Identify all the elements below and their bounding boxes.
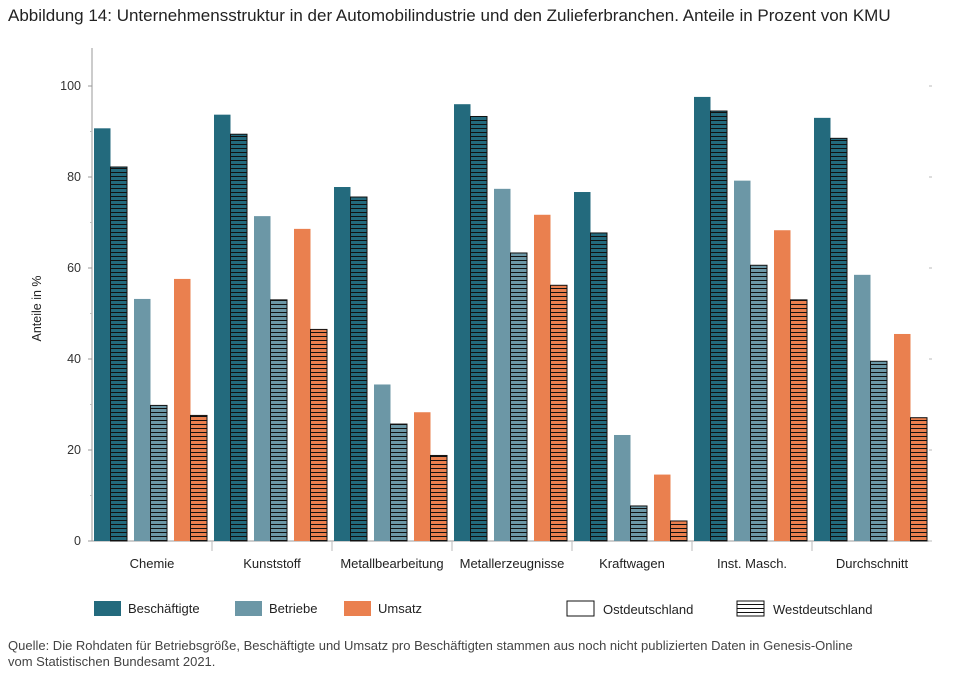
legend-swatch-betriebe xyxy=(235,601,262,616)
bar-umsatz-westdeutschland-kunststoff xyxy=(310,328,328,542)
bar-umsatz-ostdeutschland-kunststoff xyxy=(294,228,311,541)
x-tick-label-kunststoff: Kunststoff xyxy=(243,556,301,571)
bar-betriebe-ostdeutschland-inst-masch xyxy=(734,180,751,541)
legend-label-ostdeutschland: Ostdeutschland xyxy=(603,602,693,617)
bar-betriebe-ostdeutschland-chemie xyxy=(134,298,151,541)
bar-umsatz-ostdeutschland-kraftwagen xyxy=(654,474,671,541)
bar-chart: 0 20 40 60 80 100 Anteile in % Chemie Kunststoff… xyxy=(30,48,932,617)
legend-label-westdeutschland: Westdeutschland xyxy=(773,602,873,617)
y-tick-label: 60 xyxy=(67,261,81,275)
bar-beschaeftigte-westdeutschland-metallbearbeitung xyxy=(350,196,368,542)
bar-betriebe-westdeutschland-durchschnitt xyxy=(870,360,888,542)
bar-betriebe-westdeutschland-kunststoff xyxy=(270,299,288,542)
y-tick-label: 40 xyxy=(67,352,81,366)
source-note: Quelle: Die Rohdaten für Betriebsgröße, … xyxy=(8,638,948,670)
bar-umsatz-westdeutschland-metallerzeugnisse xyxy=(550,284,568,542)
bar-umsatz-westdeutschland-metallbearbeitung xyxy=(430,454,448,542)
bar-beschaeftigte-westdeutschland-kunststoff xyxy=(230,133,248,542)
bar-beschaeftigte-westdeutschland-inst-masch xyxy=(710,110,728,542)
bar-beschaeftigte-ostdeutschland-metallbearbeitung xyxy=(334,187,351,541)
bar-beschaeftigte-ostdeutschland-durchschnitt xyxy=(814,117,831,541)
legend-label-betriebe: Betriebe xyxy=(269,601,317,616)
bar-umsatz-ostdeutschland-inst-masch xyxy=(774,230,791,542)
x-tick-label-durchschnitt: Durchschnitt xyxy=(836,556,909,571)
bar-betriebe-westdeutschland-inst-masch xyxy=(750,264,768,542)
y-axis-label: Anteile in % xyxy=(30,275,44,341)
legend-swatch-umsatz xyxy=(344,601,371,616)
bar-umsatz-ostdeutschland-metallbearbeitung xyxy=(414,412,431,541)
bar-beschaeftigte-ostdeutschland-metallerzeugnisse xyxy=(454,104,471,541)
y-tick-label: 100 xyxy=(60,79,81,93)
source-line-2: vom Statistischen Bundesamt 2021. xyxy=(8,654,216,669)
x-tick-label-inst-masch: Inst. Masch. xyxy=(717,556,787,571)
bar-umsatz-westdeutschland-kraftwagen xyxy=(670,520,688,542)
bar-beschaeftigte-ostdeutschland-kraftwagen xyxy=(574,192,591,541)
y-tick-label: 20 xyxy=(67,443,81,457)
bar-umsatz-ostdeutschland-durchschnitt xyxy=(894,333,911,541)
bar-betriebe-westdeutschland-kraftwagen xyxy=(630,505,648,542)
bar-betriebe-ostdeutschland-kraftwagen xyxy=(614,434,631,541)
bar-beschaeftigte-westdeutschland-metallerzeugnisse xyxy=(470,115,488,542)
bar-betriebe-ostdeutschland-kunststoff xyxy=(254,216,271,541)
bar-beschaeftigte-ostdeutschland-inst-masch xyxy=(694,96,711,542)
legend-swatch-beschaeftigte xyxy=(94,601,121,616)
bar-umsatz-westdeutschland-durchschnitt xyxy=(910,417,928,542)
bar-beschaeftigte-ostdeutschland-chemie xyxy=(94,128,111,541)
bar-umsatz-ostdeutschland-metallerzeugnisse xyxy=(534,214,551,541)
bar-betriebe-ostdeutschland-metallerzeugnisse xyxy=(494,188,511,541)
legend: Beschäftigte Betriebe Umsatz Ostdeutschland… xyxy=(94,600,873,617)
bar-beschaeftigte-westdeutschland-durchschnitt xyxy=(830,137,848,542)
y-tick-label: 0 xyxy=(74,534,81,548)
x-tick-label-metallbearbeitung: Metallbearbeitung xyxy=(340,556,443,571)
chart-title: Abbildung 14: Unternehmensstruktur in de… xyxy=(8,6,891,25)
legend-label-beschaeftigte: Beschäftigte xyxy=(128,601,200,616)
bar-umsatz-ostdeutschland-chemie xyxy=(174,278,191,541)
y-tick-label: 80 xyxy=(67,170,81,184)
bar-umsatz-westdeutschland-chemie xyxy=(190,414,208,542)
bars xyxy=(94,96,928,542)
x-tick-label-metallerzeugnisse: Metallerzeugnisse xyxy=(460,556,565,571)
legend-label-umsatz: Umsatz xyxy=(378,601,422,616)
x-tick-label-kraftwagen: Kraftwagen xyxy=(599,556,665,571)
bar-betriebe-westdeutschland-chemie xyxy=(150,404,168,542)
bar-beschaeftigte-westdeutschland-chemie xyxy=(110,166,128,542)
bar-beschaeftigte-ostdeutschland-kunststoff xyxy=(214,114,231,541)
bar-betriebe-westdeutschland-metallerzeugnisse xyxy=(510,252,528,542)
bar-betriebe-ostdeutschland-metallbearbeitung xyxy=(374,384,391,541)
bar-betriebe-ostdeutschland-durchschnitt xyxy=(854,274,871,541)
bar-betriebe-westdeutschland-metallbearbeitung xyxy=(390,423,408,542)
legend-swatch-westdeutschland xyxy=(736,600,765,617)
bar-umsatz-westdeutschland-inst-masch xyxy=(790,299,808,542)
source-line-1: Quelle: Die Rohdaten für Betriebsgröße, … xyxy=(8,638,853,653)
legend-swatch-ostdeutschland xyxy=(566,600,595,617)
bar-beschaeftigte-westdeutschland-kraftwagen xyxy=(590,232,608,542)
labels: 0 20 40 60 80 100 Anteile in % Chemie Kunststoff… xyxy=(30,79,909,571)
x-tick-label-chemie: Chemie xyxy=(130,556,175,571)
